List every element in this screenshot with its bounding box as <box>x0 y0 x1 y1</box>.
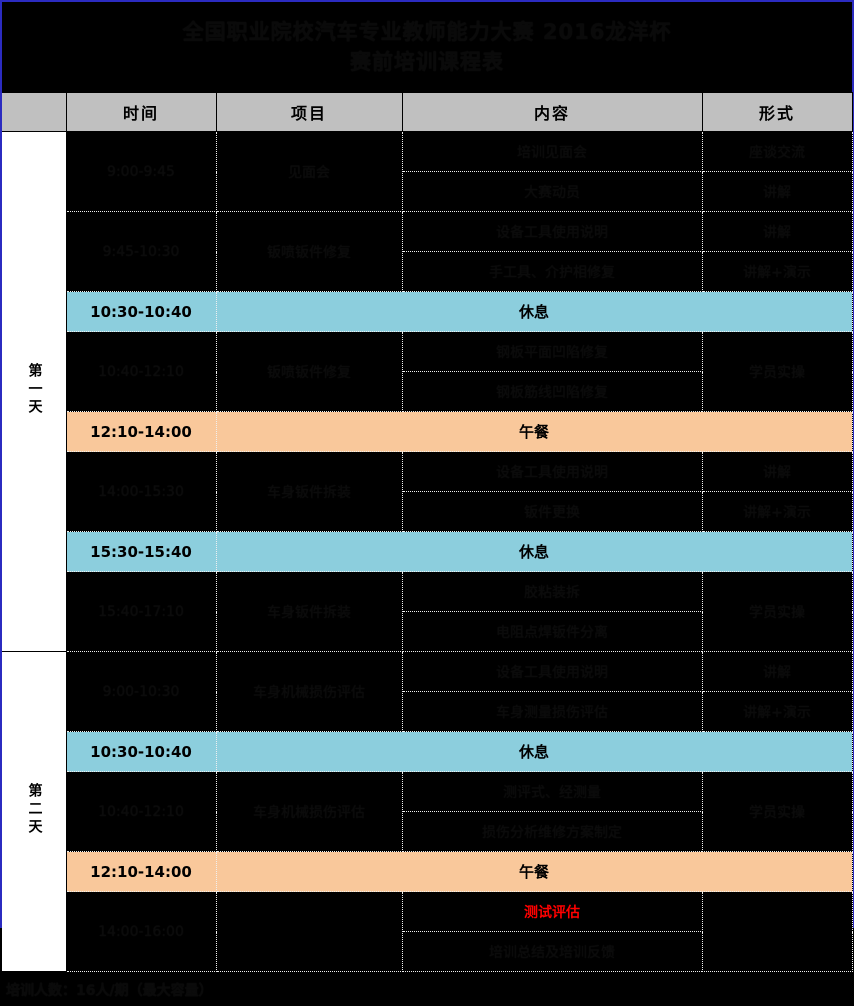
break-cell: 休息 <box>215 531 853 572</box>
content-cell: 测评式、经测量 <box>401 771 703 812</box>
table-row: 12:10-14:00 午餐 <box>2 411 853 452</box>
time-cell: 14:00-16:00 <box>65 891 217 972</box>
format-cell: 学员实操 <box>701 571 853 652</box>
table-row: 14:00-16:00 测试评估 <box>2 891 853 972</box>
day-label: 第二天 <box>26 782 43 837</box>
table-row: 10:40-12:10 钣喷钣件修复 钢板平面凹陷修复 学员实操 <box>2 331 853 412</box>
format-cell: 讲解 <box>701 171 853 212</box>
format-cell: 讲解+演示 <box>701 691 853 732</box>
table-header-row: 时间 项目 内容 形式 <box>2 92 853 132</box>
time-cell: 9:00-9:45 <box>65 131 217 212</box>
table-row: 15:40-17:10 车身钣件拆装 胶粘装拆 学员实操 <box>2 571 853 652</box>
table-row: 10:30-10:40 休息 <box>2 731 853 772</box>
time-cell: 9:00-10:30 <box>65 651 217 732</box>
content-cell: 胶粘装拆 <box>401 571 703 612</box>
item-cell: 车身钣件拆装 <box>215 571 403 652</box>
header-time: 时间 <box>65 92 217 132</box>
table-row: 15:30-15:40 休息 <box>2 531 853 572</box>
format-cell: 学员实操 <box>701 771 853 852</box>
content-cell: 培训见面会 <box>401 131 703 172</box>
time-cell: 15:30-15:40 <box>65 531 217 572</box>
header-format: 形式 <box>701 92 853 132</box>
format-cell: 讲解 <box>701 211 853 252</box>
item-cell: 见面会 <box>215 131 403 212</box>
content-cell: 手工具、介护相修复 <box>401 251 703 292</box>
item-cell: 车身机械损伤评估 <box>215 651 403 732</box>
item-cell <box>215 891 403 972</box>
break-cell: 休息 <box>215 291 853 332</box>
title-line-2: 赛前培训课程表 <box>350 50 504 74</box>
table-row: 车身测量损伤评估 讲解+演示 <box>2 691 853 732</box>
content-cell: 电阻点焊钣件分离 <box>401 611 703 652</box>
day-label-cell: 第一天 <box>2 131 67 652</box>
time-cell: 12:10-14:00 <box>65 851 217 892</box>
item-cell: 车身钣件拆装 <box>215 451 403 532</box>
content-cell: 培训总结及培训反馈 <box>401 931 703 972</box>
table-row: 10:40-12:10 车身机械损伤评估 测评式、经测量 学员实操 <box>2 771 853 852</box>
break-cell: 休息 <box>215 731 853 772</box>
table-row: 9:45-10:30 钣喷钣件修复 设备工具使用说明 讲解 <box>2 211 853 292</box>
format-cell: 学员实操 <box>701 331 853 412</box>
content-cell: 车身测量损伤评估 <box>401 691 703 732</box>
time-cell: 10:40-12:10 <box>65 331 217 412</box>
header-item: 项目 <box>215 92 403 132</box>
content-cell: 钣件更换 <box>401 491 703 532</box>
lunch-cell: 午餐 <box>215 411 853 452</box>
lunch-cell: 午餐 <box>215 851 853 892</box>
table-row: 12:10-14:00 午餐 <box>2 851 853 892</box>
content-cell: 钢板平面凹陷修复 <box>401 331 703 372</box>
item-cell: 钣喷钣件修复 <box>215 331 403 412</box>
format-cell: 讲解+演示 <box>701 251 853 292</box>
content-cell: 测试评估 <box>401 891 703 932</box>
title-line-1: 全国职业院校汽车专业教师能力大赛 2016龙洋杯 <box>182 20 672 44</box>
time-cell: 10:30-10:40 <box>65 731 217 772</box>
title-block: 全国职业院校汽车专业教师能力大赛 2016龙洋杯 赛前培训课程表 <box>2 2 852 92</box>
time-cell: 14:00-15:30 <box>65 451 217 532</box>
day-label-cell: 第二天 <box>2 651 67 972</box>
day-label: 第一天 <box>26 362 43 417</box>
header-content: 内容 <box>401 92 703 132</box>
table-row: 大赛动员 讲解 <box>2 171 853 212</box>
table-row: 14:00-15:30 车身钣件拆装 设备工具使用说明 讲解 <box>2 451 853 532</box>
table-body: 第一天 9:00-9:45 见面会 培训见面会 座谈交流 大赛动员 讲解 9:45-10:30… <box>2 131 853 972</box>
item-cell: 钣喷钣件修复 <box>215 211 403 292</box>
content-cell: 设备工具使用说明 <box>401 451 703 492</box>
format-cell: 座谈交流 <box>701 131 853 172</box>
table-row: 损伤分析维修方案制定 <box>2 811 852 852</box>
table-row: 10:30-10:40 休息 <box>2 291 853 332</box>
item-cell: 车身机械损伤评估 <box>215 771 403 852</box>
time-cell: 10:30-10:40 <box>65 291 217 332</box>
time-cell: 12:10-14:00 <box>65 411 217 452</box>
format-cell: 讲解 <box>701 451 853 492</box>
table-row: 第二天 9:00-10:30 车身机械损伤评估 设备工具使用说明 讲解 <box>2 651 853 972</box>
schedule-table: 时间 项目 内容 形式 第一天 9:00-9:45 见面会 培训见面会 座谈交流 大赛动员… <box>2 92 853 972</box>
content-cell: 损伤分析维修方案制定 <box>401 811 703 852</box>
table-row: 钢板筋线凹陷修复 <box>2 371 852 412</box>
time-cell: 15:40-17:10 <box>65 571 217 652</box>
content-cell: 大赛动员 <box>401 171 703 212</box>
header-day <box>2 92 67 132</box>
content-cell: 钢板筋线凹陷修复 <box>401 371 703 412</box>
time-cell: 10:40-12:10 <box>65 771 217 852</box>
format-cell: 讲解 <box>701 651 853 692</box>
format-cell <box>701 891 853 972</box>
footer-note: 培训人数：16人/期（最大容量） <box>2 972 852 1006</box>
table-row: 钣件更换 讲解+演示 <box>2 491 853 532</box>
table-row: 第一天 9:00-9:45 见面会 培训见面会 座谈交流 <box>2 131 853 652</box>
content-cell: 设备工具使用说明 <box>401 211 703 252</box>
time-cell: 9:45-10:30 <box>65 211 217 292</box>
format-cell: 讲解+演示 <box>701 491 853 532</box>
table-row: 电阻点焊钣件分离 <box>2 611 852 652</box>
content-cell: 设备工具使用说明 <box>401 651 703 692</box>
